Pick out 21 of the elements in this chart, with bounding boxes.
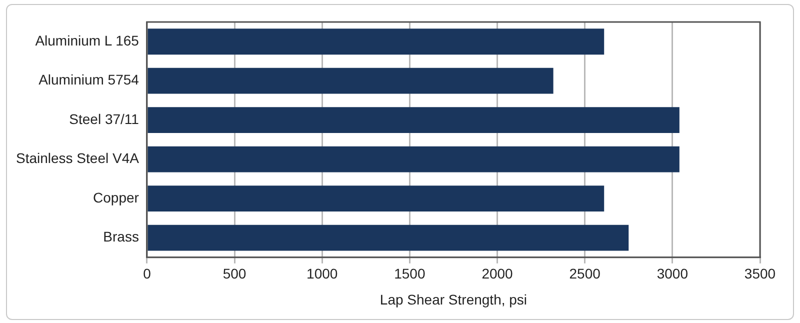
x-tick-label: 3000 (656, 266, 688, 282)
bar (148, 28, 604, 55)
x-tick-label: 2500 (569, 266, 601, 282)
y-tick-label: Stainless Steel V4A (16, 150, 140, 166)
bar (148, 224, 629, 251)
bar (148, 107, 680, 134)
bar (148, 186, 604, 212)
x-tick-label: 1500 (394, 266, 426, 282)
y-tick-label: Steel 37/11 (69, 110, 140, 127)
x-tick-label: 1000 (306, 266, 338, 282)
x-tick-label: 2000 (482, 266, 514, 282)
x-tick-label: 500 (222, 266, 246, 282)
bar (148, 68, 554, 94)
y-tick-label: Brass (103, 228, 139, 245)
x-tick-label: 3500 (744, 266, 776, 282)
x-axis-title: Lap Shear Strength, psi (380, 291, 528, 308)
x-tick-label: 0 (143, 266, 152, 282)
y-tick-label: Copper (93, 189, 140, 206)
y-tick-label: Aluminium L 165 (35, 32, 140, 48)
y-tick-label: Aluminium 5754 (38, 72, 140, 88)
bar (148, 146, 680, 172)
